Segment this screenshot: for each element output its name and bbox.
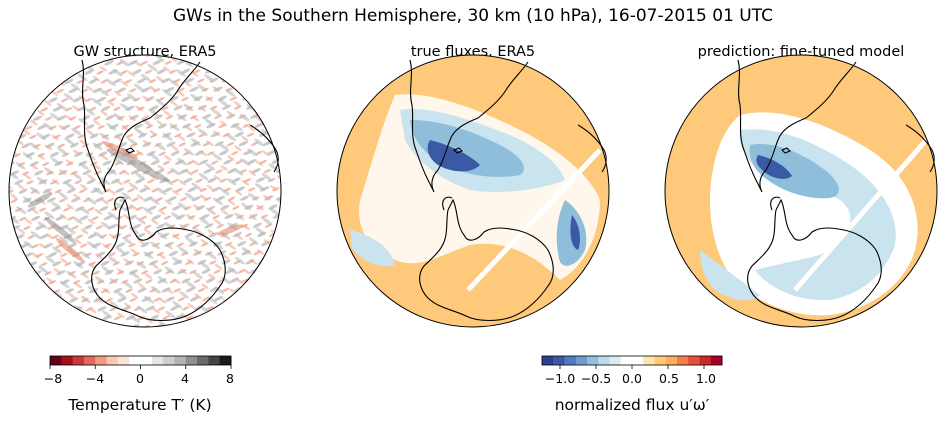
colorbar-swatch	[208, 356, 221, 365]
colorbar-swatch	[197, 356, 209, 365]
colorbar-swatch	[117, 356, 130, 365]
colorbar-swatch	[542, 356, 554, 365]
colorbar-swatch	[83, 356, 96, 365]
colorbar-swatch	[710, 356, 723, 365]
colorbar-flux-tick: −1.0	[544, 371, 576, 386]
colorbar-swatch	[72, 356, 85, 365]
colorbar-swatch	[106, 356, 119, 365]
colorbar-swatch	[620, 356, 633, 365]
colorbar-swatch	[643, 356, 655, 365]
colorbar-temperature-tick: −8	[43, 371, 63, 386]
colorbar-flux-tick: 1.0	[696, 371, 716, 386]
colorbar-swatch	[677, 356, 689, 365]
colorbar-swatch	[151, 356, 164, 365]
colorbar-swatch	[50, 356, 62, 365]
colorbar-flux	[541, 355, 723, 369]
colorbar-temperature-tick: 4	[181, 371, 189, 386]
colorbar-swatch	[699, 356, 712, 365]
colorbar-temperature-label: Temperature T′ (K)	[68, 396, 212, 414]
map-boundary	[8, 54, 282, 328]
colorbar-swatch	[609, 356, 622, 365]
colorbar-temperature	[49, 355, 232, 369]
colorbar-swatch	[587, 356, 599, 365]
colorbar-swatch	[140, 356, 153, 365]
colorbar-swatch	[665, 356, 678, 365]
colorbar-swatch	[632, 356, 644, 365]
figure-title: GWs in the Southern Hemisphere, 30 km (1…	[172, 6, 774, 26]
colorbar-swatch	[553, 356, 565, 365]
colorbar-temperature-tick: 0	[136, 371, 144, 386]
colorbar-swatch	[688, 356, 700, 365]
colorbar-swatch	[185, 356, 198, 365]
map-panel-gw-structure	[9, 55, 281, 327]
coastline	[81, 59, 279, 322]
colorbar-swatch	[163, 356, 175, 365]
map-panel-true-fluxes	[337, 55, 609, 327]
colorbar-swatch	[174, 356, 187, 365]
colorbar-swatch	[95, 356, 108, 365]
colorbar-swatch	[219, 356, 232, 365]
colorbar-swatch	[598, 356, 610, 365]
map-boundary	[336, 54, 610, 328]
map-boundary	[664, 54, 938, 328]
colorbar-flux-tick: 0.5	[659, 371, 679, 386]
panel-title-true-fluxes: true fluxes, ERA5	[410, 44, 536, 60]
panel-title-gw-structure: GW structure, ERA5	[73, 44, 217, 60]
colorbar-swatch	[654, 356, 667, 365]
colorbar-flux-tick: 0.0	[622, 371, 642, 386]
colorbar-swatch	[129, 356, 141, 365]
panel-title-prediction: prediction: fine-tuned model	[697, 44, 905, 60]
colorbar-temperature-tick: −4	[85, 371, 105, 386]
colorbar-swatch	[564, 356, 577, 365]
colorbar-swatch	[61, 356, 74, 365]
map-panel-prediction	[665, 55, 937, 327]
colorbar-flux-tick: −0.5	[580, 371, 612, 386]
colorbar-temperature-tick: 8	[226, 371, 234, 386]
colorbar-swatch	[575, 356, 588, 365]
colorbar-flux-label: normalized flux u′ω′	[554, 396, 710, 414]
